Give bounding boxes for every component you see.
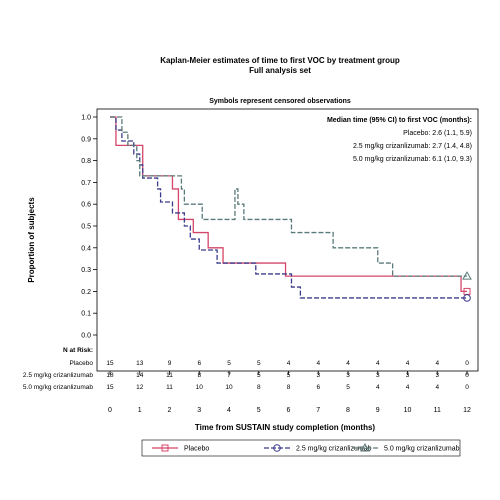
x-tick-label: 12 bbox=[463, 407, 471, 414]
risk-row-label: 2.5 mg/kg crizanlizumab bbox=[23, 372, 93, 379]
legend-label-1: 2.5 mg/kg crizanlizumab bbox=[296, 446, 372, 453]
risk-value: 15 bbox=[106, 384, 114, 391]
legend-marker-1 bbox=[273, 444, 281, 452]
risk-value: 8 bbox=[257, 384, 261, 391]
risk-value: 4 bbox=[435, 360, 439, 367]
x-tick-label: 5 bbox=[257, 407, 261, 414]
legend: Placebo 2.5 mg/kg crizanlizumab 5.0 mg/kg … bbox=[141, 439, 461, 457]
x-tick-label: 3 bbox=[197, 407, 201, 414]
risk-value: 3 bbox=[435, 372, 439, 379]
risk-value: 3 bbox=[346, 372, 350, 379]
x-tick-label: 2 bbox=[168, 407, 172, 414]
risk-row-label: Placebo bbox=[70, 360, 94, 367]
legend-label-0: Placebo bbox=[184, 446, 209, 453]
series-line-2 bbox=[110, 116, 467, 277]
legend-marker-2 bbox=[360, 442, 370, 452]
chart-subtitle: Full analysis set bbox=[249, 66, 311, 75]
x-tick-label: 1 bbox=[138, 407, 142, 414]
series-line-1 bbox=[110, 116, 467, 299]
risk-value: 5 bbox=[257, 372, 261, 379]
y-axis-label: Proportion of subjects bbox=[27, 197, 36, 283]
risk-value: 4 bbox=[376, 360, 380, 367]
annotation-line-placebo: Placebo: 2.6 (1.1, 5.9) bbox=[403, 130, 472, 137]
risk-value: 4 bbox=[406, 360, 410, 367]
risk-value: 0 bbox=[465, 360, 469, 367]
risk-value: 8 bbox=[197, 372, 201, 379]
risk-value: 12 bbox=[136, 384, 144, 391]
risk-value: 5 bbox=[287, 372, 291, 379]
y-tick-label: 0.3 bbox=[81, 267, 91, 274]
y-tick-label: 0.7 bbox=[81, 180, 91, 187]
x-tick-label: 7 bbox=[316, 407, 320, 414]
risk-value: 10 bbox=[225, 384, 233, 391]
x-tick-label: 6 bbox=[287, 407, 291, 414]
risk-value: 5 bbox=[227, 360, 231, 367]
series-line-0 bbox=[110, 116, 467, 293]
y-tick-label: 0.9 bbox=[81, 136, 91, 143]
chart-title: Kaplan-Meier estimates of time to first … bbox=[160, 56, 400, 65]
censor-marker-1 bbox=[463, 294, 471, 302]
median-annotation: Median time (95% CI) to first VOC (month… bbox=[327, 117, 472, 163]
censor-marker-2 bbox=[462, 271, 472, 280]
risk-value: 8 bbox=[287, 384, 291, 391]
x-axis: 0 1 2 3 4 5 6 7 8 9 10 11 12 bbox=[108, 371, 471, 414]
y-tick-label: 0.6 bbox=[81, 202, 91, 209]
risk-value: 18 bbox=[106, 372, 114, 379]
risk-value: 4 bbox=[346, 360, 350, 367]
x-tick-label: 9 bbox=[376, 407, 380, 414]
risk-value: 0 bbox=[465, 384, 469, 391]
risk-value: 3 bbox=[316, 372, 320, 379]
risk-value: 10 bbox=[196, 384, 204, 391]
risk-value: 3 bbox=[406, 372, 410, 379]
chart-note: Symbols represent censored observations bbox=[209, 98, 351, 105]
x-tick-label: 8 bbox=[346, 407, 350, 414]
y-tick-label: 1.0 bbox=[81, 115, 91, 122]
risk-value: 4 bbox=[406, 384, 410, 391]
y-tick-label: 0.4 bbox=[81, 245, 91, 252]
risk-value: 5 bbox=[346, 384, 350, 391]
risk-value: 3 bbox=[376, 372, 380, 379]
risk-value: 14 bbox=[136, 372, 144, 379]
risk-value: 4 bbox=[376, 384, 380, 391]
risk-value: 15 bbox=[106, 360, 114, 367]
risk-value: 9 bbox=[168, 360, 172, 367]
y-axis: 0.0 0.1 0.2 0.3 0.4 0.5 0.6 0.7 0.8 0.9 1.0 bbox=[81, 115, 97, 340]
risk-value: 6 bbox=[316, 384, 320, 391]
legend-marker-0 bbox=[161, 444, 169, 452]
y-tick-label: 0.2 bbox=[81, 289, 91, 296]
risk-value: 4 bbox=[435, 384, 439, 391]
legend-box bbox=[141, 439, 461, 457]
risk-value: 6 bbox=[197, 360, 201, 367]
risk-value: 4 bbox=[316, 360, 320, 367]
risk-value: 5 bbox=[257, 360, 261, 367]
x-tick-label: 11 bbox=[434, 407, 441, 414]
x-tick-label: 10 bbox=[404, 407, 412, 414]
annotation-line-2-5: 2.5 mg/kg crizanlizumab: 2.7 (1.4, 4.8) bbox=[353, 143, 472, 150]
risk-value: 4 bbox=[287, 360, 291, 367]
legend-label-2: 5.0 mg/kg crizanlizumab bbox=[384, 446, 460, 453]
risk-table: N at Risk: Placebo 15 13 9 6 5 5 4 4 4 4 4 4 0 2.5 mg/… bbox=[23, 347, 469, 391]
y-tick-label: 0.1 bbox=[81, 311, 91, 318]
risk-value: 11 bbox=[166, 384, 173, 391]
annotation-heading: Median time (95% CI) to first VOC (month… bbox=[327, 117, 472, 124]
x-axis-label: Time from SUSTAIN study completion (mont… bbox=[195, 423, 375, 432]
risk-table-header: N at Risk: bbox=[63, 347, 93, 354]
risk-value: 13 bbox=[136, 360, 144, 367]
risk-value: 0 bbox=[465, 372, 469, 379]
y-tick-label: 0.0 bbox=[81, 333, 91, 340]
survival-curves bbox=[110, 116, 472, 302]
risk-value: 11 bbox=[166, 372, 173, 379]
x-tick-label: 4 bbox=[227, 407, 231, 414]
y-tick-label: 0.5 bbox=[81, 224, 91, 231]
risk-value: 7 bbox=[227, 372, 231, 379]
x-tick-label: 0 bbox=[108, 407, 112, 414]
y-tick-label: 0.8 bbox=[81, 158, 91, 165]
risk-row-label: 5.0 mg/kg crizanlizumab bbox=[23, 384, 93, 391]
annotation-line-5-0: 5.0 mg/kg crizanlizumab: 6.1 (1.0, 9.3) bbox=[353, 156, 472, 163]
plot-frame bbox=[96, 108, 479, 372]
